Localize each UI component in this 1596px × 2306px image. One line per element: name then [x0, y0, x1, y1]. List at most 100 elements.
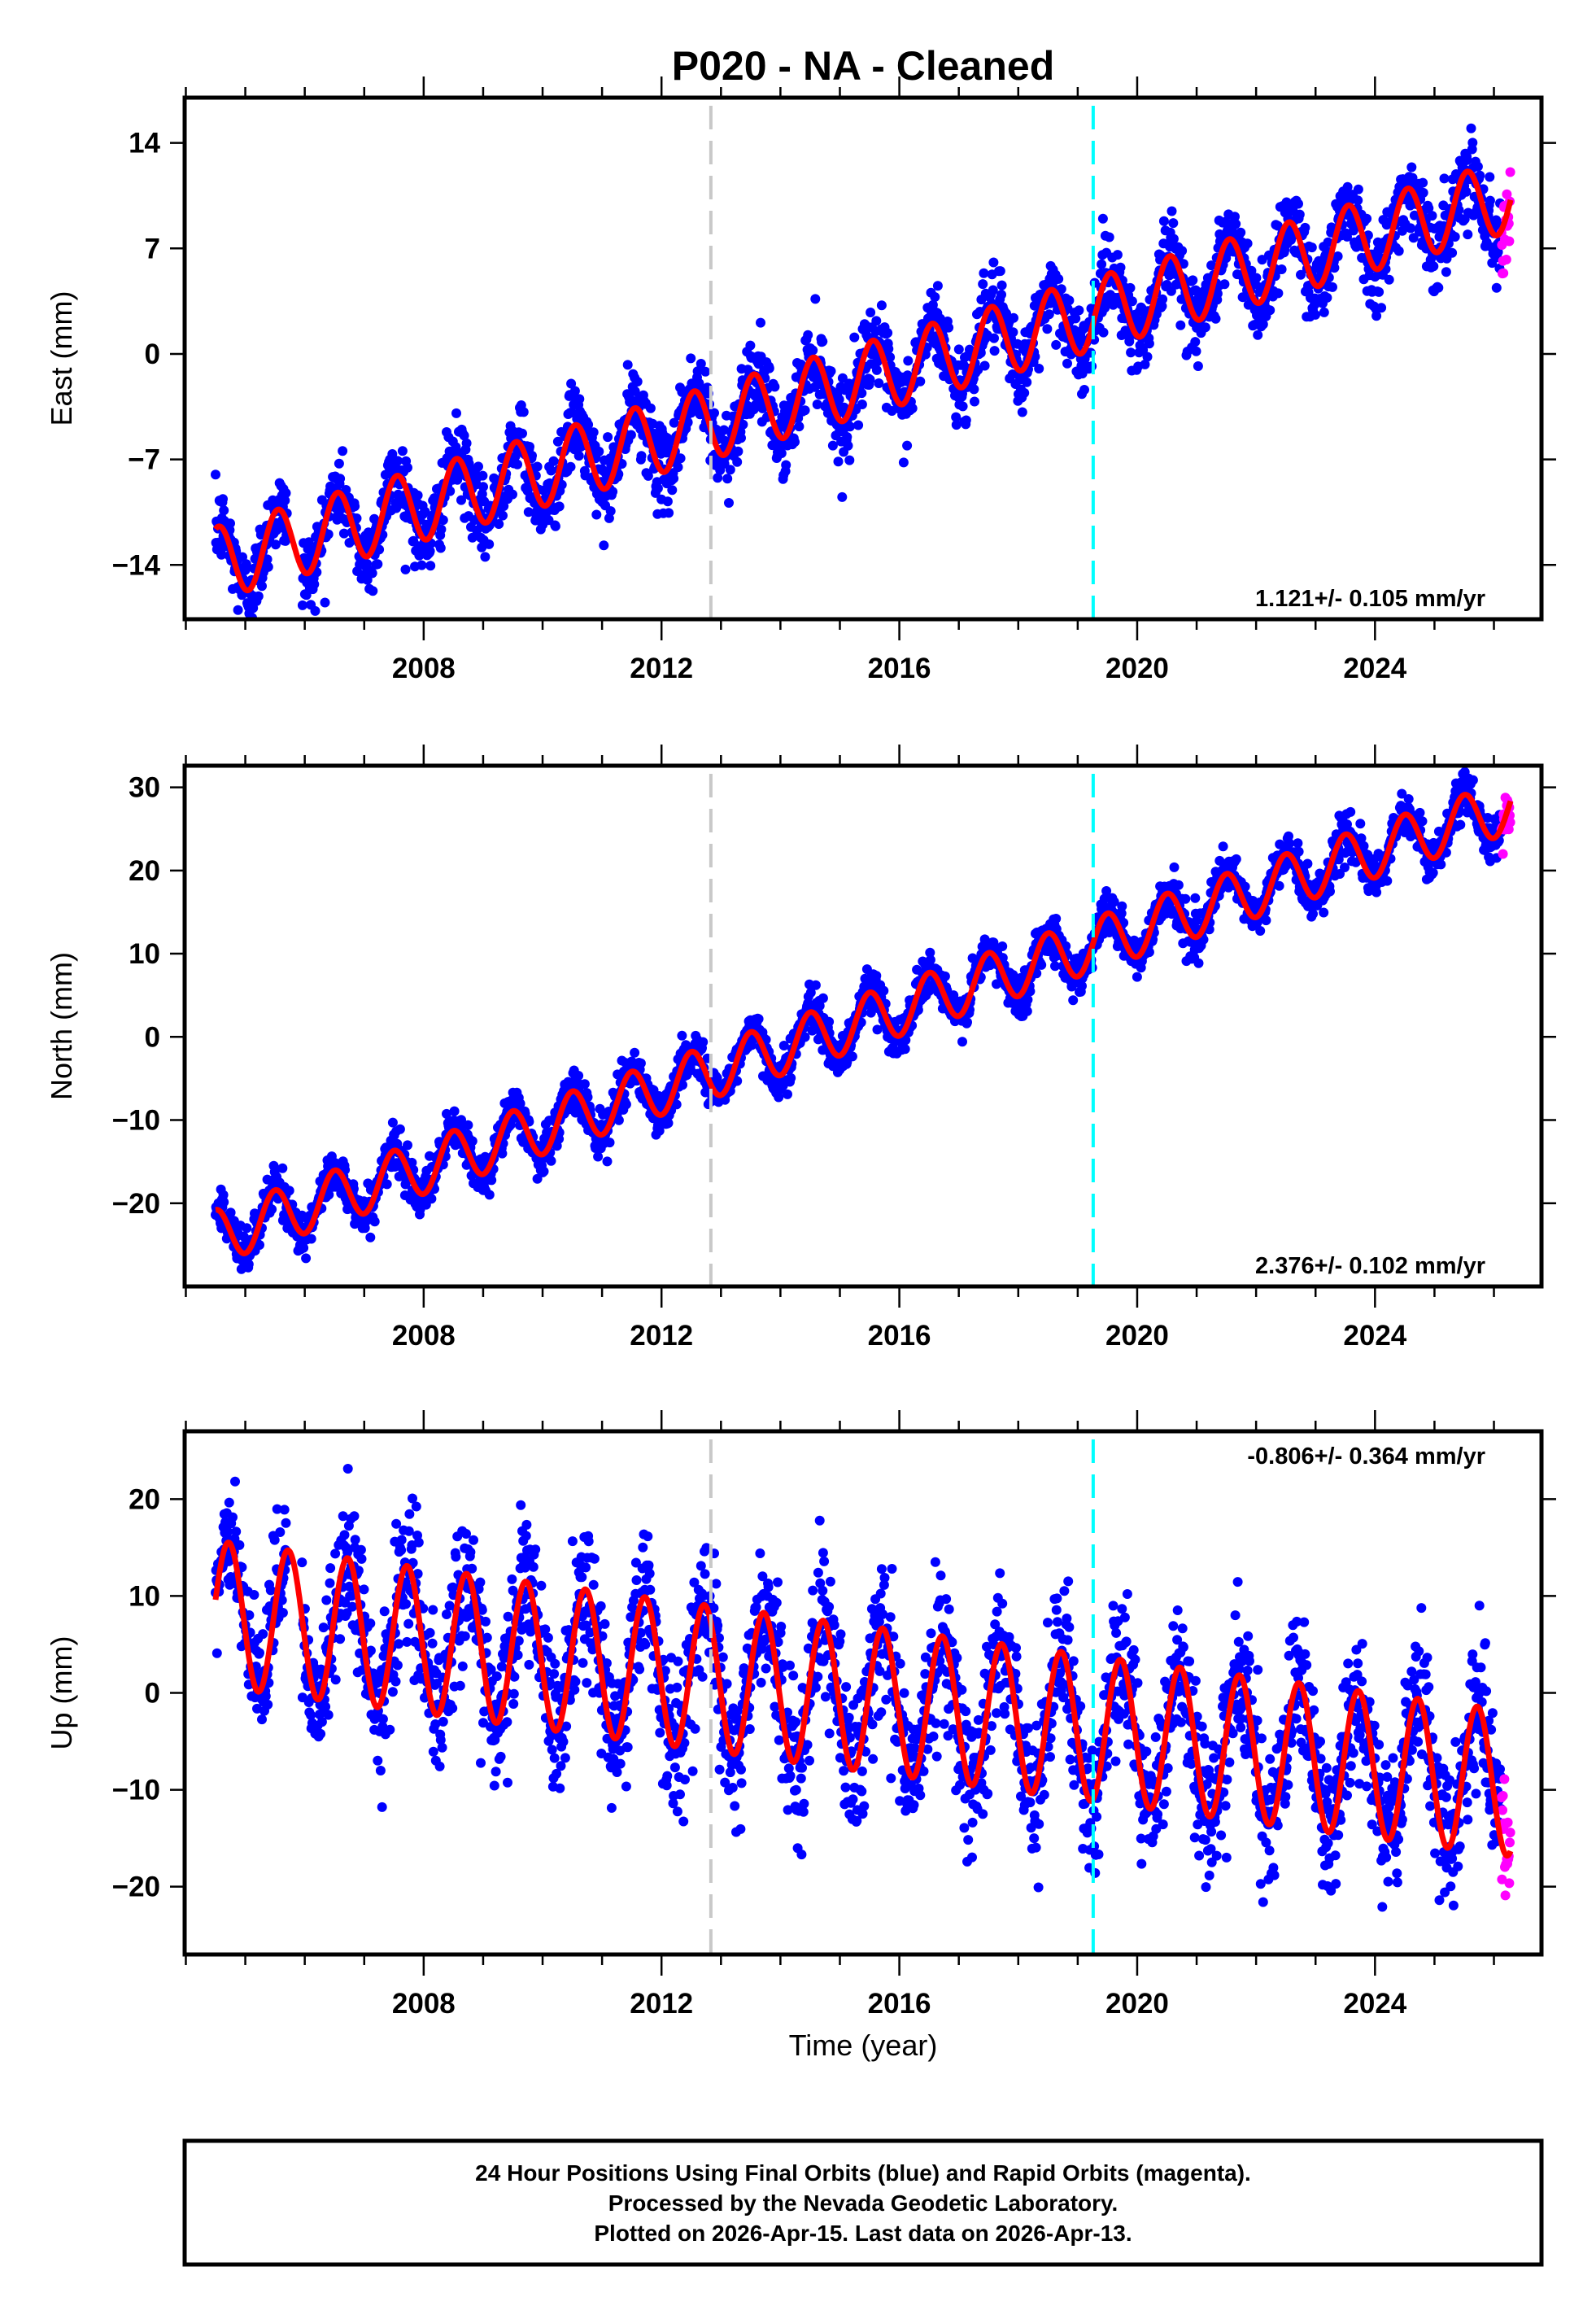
final-orbit-point [1406, 162, 1417, 173]
final-orbit-point [1190, 893, 1201, 903]
final-orbit-point [1353, 195, 1363, 206]
final-orbit-point [338, 446, 348, 456]
east-y-tick-label: 7 [145, 233, 160, 264]
final-orbit-point [764, 363, 774, 373]
final-orbit-point [1319, 907, 1329, 918]
final-orbit-point [1019, 387, 1030, 398]
final-orbit-point [436, 524, 447, 535]
final-orbit-point [1051, 914, 1062, 924]
final-orbit-point [1115, 262, 1126, 273]
final-orbit-point [323, 529, 334, 539]
final-orbit-point [1362, 213, 1372, 224]
final-orbit-point [871, 365, 882, 375]
final-orbit-point [970, 396, 979, 407]
final-orbit-point [484, 539, 495, 549]
final-orbit-point [1485, 195, 1495, 206]
final-orbit-point [871, 971, 882, 981]
final-orbit-point [1125, 282, 1136, 293]
final-orbit-point [508, 489, 517, 500]
final-orbit-point [883, 343, 894, 354]
final-orbit-point [1231, 219, 1241, 229]
final-orbit-point [262, 1174, 273, 1185]
final-orbit-point [1158, 216, 1169, 226]
final-orbit-point [1447, 247, 1458, 258]
final-orbit-point [1485, 172, 1495, 182]
final-orbit-point [527, 451, 537, 461]
final-orbit-point [810, 294, 821, 304]
final-orbit-point [350, 501, 360, 512]
final-orbit-point [1127, 296, 1137, 307]
final-orbit-point [218, 494, 228, 504]
final-orbit-point [1265, 305, 1275, 316]
final-orbit-point [626, 430, 636, 440]
final-orbit-point [1322, 292, 1332, 303]
final-orbit-point [1306, 242, 1317, 253]
final-orbit-point [900, 1035, 911, 1046]
final-orbit-point [1178, 259, 1188, 269]
final-orbit-point [1166, 286, 1176, 296]
final-orbit-point [477, 470, 488, 481]
final-orbit-point [776, 448, 787, 458]
final-orbit-point [790, 437, 800, 448]
final-orbit-point [669, 474, 679, 483]
final-orbit-point [1310, 309, 1320, 320]
final-orbit-point [552, 436, 563, 447]
final-orbit-point [1193, 361, 1203, 371]
final-orbit-point [652, 483, 663, 494]
final-orbit-point [1284, 838, 1295, 849]
final-orbit-point [736, 433, 746, 443]
final-orbit-point [932, 281, 943, 291]
final-orbit-point [369, 1216, 380, 1227]
final-orbit-point [957, 401, 968, 412]
final-orbit-point [1428, 261, 1439, 272]
final-orbit-point [1044, 309, 1054, 320]
final-orbit-point [883, 328, 893, 338]
final-orbit-point [664, 508, 674, 518]
final-orbit-point [800, 1032, 810, 1042]
final-orbit-point [925, 954, 935, 965]
east-x-tick-label: 2016 [868, 653, 931, 684]
final-orbit-point [978, 279, 988, 290]
final-orbit-point [1071, 313, 1081, 324]
final-orbit-point [1237, 292, 1248, 303]
final-orbit-point [1064, 295, 1075, 306]
final-orbit-point [824, 1016, 835, 1027]
final-orbit-point [696, 359, 706, 369]
final-orbit-point [1293, 846, 1304, 857]
final-orbit-point [833, 456, 844, 467]
final-orbit-point [257, 581, 267, 592]
final-orbit-point [857, 400, 867, 409]
final-orbit-point [803, 330, 813, 340]
final-orbit-point [1348, 225, 1358, 236]
final-orbit-point [827, 440, 838, 451]
final-orbit-point [866, 308, 876, 317]
east-x-tick-label: 2008 [392, 653, 456, 684]
final-orbit-point [694, 378, 704, 388]
final-orbit-point [1009, 312, 1018, 323]
final-orbit-point [839, 402, 849, 413]
final-orbit-point [745, 340, 756, 351]
final-orbit-point [1272, 221, 1283, 231]
final-orbit-point [692, 366, 703, 377]
final-orbit-point [539, 1166, 549, 1177]
final-orbit-point [582, 1092, 593, 1103]
final-orbit-point [593, 1151, 604, 1162]
final-orbit-point [1168, 234, 1179, 244]
final-orbit-point [512, 459, 522, 469]
final-orbit-point [1406, 223, 1416, 234]
final-orbit-point [1104, 232, 1114, 242]
final-orbit-point [270, 539, 281, 550]
final-orbit-point [724, 498, 734, 508]
final-orbit-point [957, 1037, 967, 1047]
final-orbit-point [403, 462, 412, 473]
final-orbit-point [842, 432, 853, 442]
final-orbit-point [725, 465, 735, 475]
final-orbit-point [1424, 203, 1434, 213]
final-orbit-point [1273, 288, 1284, 299]
final-orbit-point [1140, 359, 1150, 369]
final-orbit-point [613, 1115, 624, 1125]
final-orbit-point [451, 408, 461, 418]
final-orbit-point [1258, 319, 1268, 330]
